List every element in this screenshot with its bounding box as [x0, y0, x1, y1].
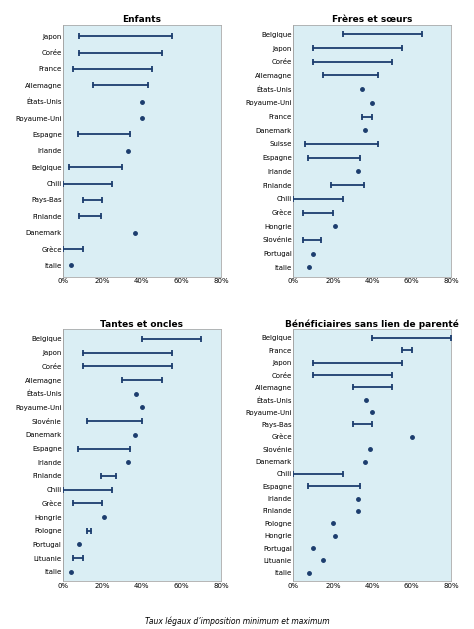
Title: Enfants: Enfants: [122, 15, 162, 24]
Title: Bénéficiaires sans lien de parenté: Bénéficiaires sans lien de parenté: [285, 319, 459, 328]
Title: Tantes et oncles: Tantes et oncles: [100, 320, 183, 328]
Title: Frères et sœurs: Frères et sœurs: [332, 15, 412, 24]
Text: Taux légaux d’imposition minimum et maximum: Taux légaux d’imposition minimum et maxi…: [145, 616, 329, 626]
